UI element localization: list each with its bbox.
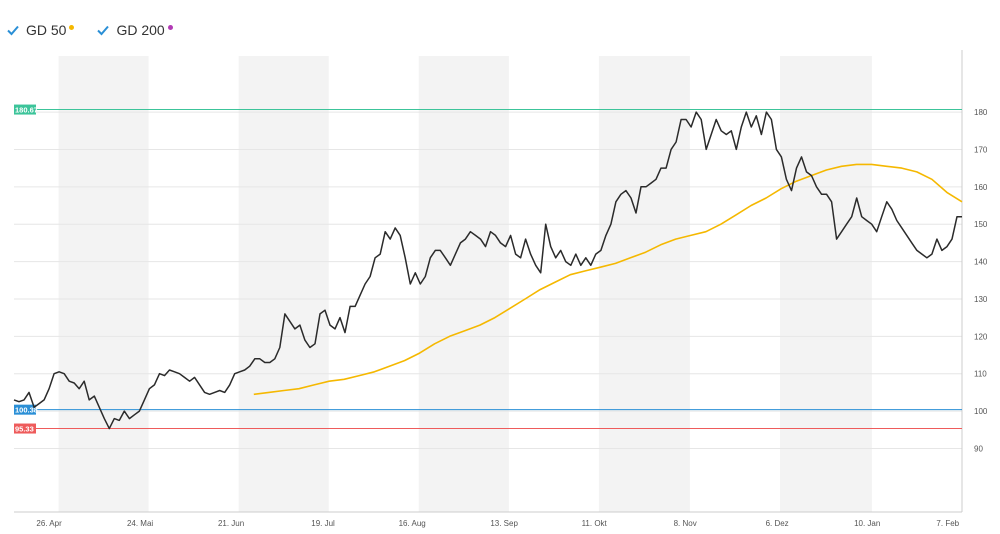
y-tick-label-110: 110 bbox=[974, 370, 987, 379]
reference-label-2: 95.33 bbox=[15, 425, 34, 434]
legend-item-gd50[interactable]: GD 50 bbox=[6, 22, 75, 38]
y-tick-label-130: 130 bbox=[974, 295, 988, 304]
reference-label-bg-1 bbox=[14, 404, 36, 415]
x-tick-label-8: 6. Dez bbox=[766, 519, 789, 528]
y-tick-label-180: 180 bbox=[974, 108, 988, 117]
x-tick-label-4: 16. Aug bbox=[399, 519, 426, 528]
background-band-4 bbox=[779, 56, 872, 512]
reference-label-1: 100.38 bbox=[15, 406, 38, 415]
x-tick-label-10: 7. Feb bbox=[936, 519, 959, 528]
checkbox-gd200-icon[interactable] bbox=[96, 23, 110, 37]
x-tick-label-1: 24. Mai bbox=[127, 519, 153, 528]
legend-label-gd50: GD 50 bbox=[26, 22, 67, 38]
x-tick-label-0: 26. Apr bbox=[36, 519, 62, 528]
legend-item-gd200[interactable]: GD 200 bbox=[96, 22, 173, 38]
y-tick-label-160: 160 bbox=[974, 183, 988, 192]
x-tick-label-2: 21. Jun bbox=[218, 519, 244, 528]
legend-dot-gd200-icon bbox=[167, 24, 173, 30]
y-tick-label-140: 140 bbox=[974, 258, 988, 267]
legend-dot-gd50-icon bbox=[69, 24, 75, 30]
x-tick-label-7: 8. Nov bbox=[674, 519, 697, 528]
background-band-1 bbox=[238, 56, 329, 512]
y-tick-label-90: 90 bbox=[974, 444, 983, 453]
y-tick-label-120: 120 bbox=[974, 332, 988, 341]
gd50-line bbox=[253, 163, 963, 396]
x-tick-label-6: 11. Okt bbox=[582, 519, 608, 528]
reference-label-bg-0 bbox=[14, 104, 36, 115]
x-tick-label-3: 19. Jul bbox=[311, 519, 335, 528]
y-tick-label-150: 150 bbox=[974, 220, 988, 229]
x-tick-label-9: 10. Jan bbox=[854, 519, 880, 528]
y-tick-label-170: 170 bbox=[974, 145, 988, 154]
legend: GD 50 GD 200 bbox=[6, 22, 173, 38]
background-band-0 bbox=[58, 56, 149, 512]
background-band-3 bbox=[598, 56, 690, 512]
x-tick-label-5: 13. Sep bbox=[490, 519, 518, 528]
background-band-2 bbox=[418, 56, 509, 512]
y-tick-label-100: 100 bbox=[974, 407, 988, 416]
legend-label-gd200: GD 200 bbox=[116, 22, 165, 38]
price-line bbox=[13, 111, 962, 430]
reference-label-0: 180.67 bbox=[15, 106, 38, 115]
reference-label-bg-2 bbox=[14, 423, 36, 434]
checkbox-gd50-icon[interactable] bbox=[6, 23, 20, 37]
